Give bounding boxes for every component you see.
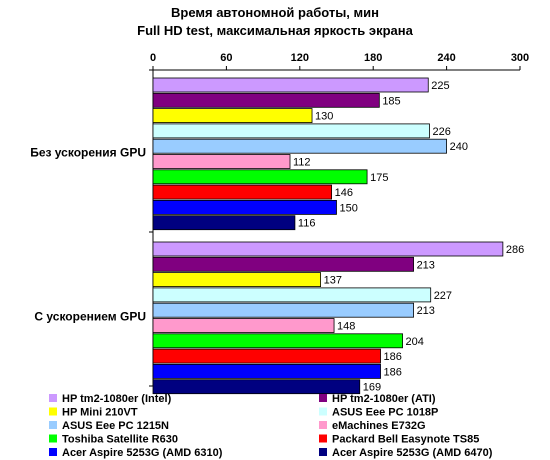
bar [152,199,337,215]
legend-swatch [319,421,327,429]
legend-label: ASUS Eee PC 1215N [62,420,169,432]
bar [152,318,335,333]
data-label: 225 [431,80,449,92]
x-tick-label: 240 [437,52,455,64]
category-label: Без ускорения GPU [30,146,146,160]
x-tick-label: 60 [220,52,232,64]
bar [152,108,313,123]
legend-label: Packard Bell Easynote TS85 [332,434,479,446]
data-label: 213 [417,305,435,317]
x-tick-label: 180 [364,52,382,64]
bar [152,77,429,93]
bar [152,241,504,257]
legend-label: HP tm2-1080er (ATI) [332,393,436,405]
data-label: 186 [384,366,402,378]
legend-swatch [319,448,327,456]
data-label: 169 [363,382,381,394]
data-label: 213 [417,259,435,271]
data-label: 150 [340,202,358,214]
data-label: 286 [506,244,524,256]
bar [152,169,368,185]
bar [152,287,432,303]
data-label: 226 [432,126,450,138]
data-label: 130 [315,111,333,123]
bar [152,184,333,200]
legend-swatch [319,407,327,416]
legend-swatch [49,407,57,416]
data-label: 112 [293,157,311,169]
data-label: 240 [450,141,468,153]
bar [152,123,430,139]
legend-label: HP tm2-1080er (Intel) [62,393,172,405]
bar [152,92,380,108]
data-label: 116 [298,218,316,230]
category-label: С ускорением GPU [34,310,146,324]
bar [152,333,403,349]
x-tick-label: 300 [511,52,529,64]
data-label: 137 [324,275,342,287]
legend-swatch [49,421,57,429]
data-label: 185 [382,95,400,107]
bar [152,363,381,379]
bar [152,272,321,288]
bar [152,256,414,272]
bar [152,138,448,154]
data-label: 175 [370,172,388,184]
legend-swatch [49,394,57,402]
data-label: 146 [335,187,353,199]
legend-label: Acer Aspire 5253G (AMD 6310) [62,447,223,459]
bar [152,154,291,169]
legend-swatch [49,434,57,443]
x-tick-label: 120 [291,52,309,64]
data-label: 204 [406,336,424,348]
bar [152,348,381,364]
chart-subtitle: Full HD test, максимальная яркость экран… [137,23,413,38]
legend-swatch [319,394,327,402]
legend-label: HP Mini 210VT [62,407,138,419]
bar [152,215,296,231]
x-tick-label: 0 [150,52,156,64]
legend-label: Toshiba Satellite R630 [62,434,178,446]
legend-label: ASUS Eee PC 1018P [332,407,438,419]
data-label: 227 [434,290,452,302]
legend-swatch [319,434,327,443]
legend-label: Acer Aspire 5253G (AMD 6470) [332,447,493,459]
data-label: 148 [337,321,355,333]
bar [152,302,414,318]
legend-swatch [49,448,57,456]
chart-title: Время автономной работы, мин [171,5,379,20]
legend-label: eMachines E732G [332,420,426,432]
bar [152,379,361,395]
data-label: 186 [384,351,402,363]
